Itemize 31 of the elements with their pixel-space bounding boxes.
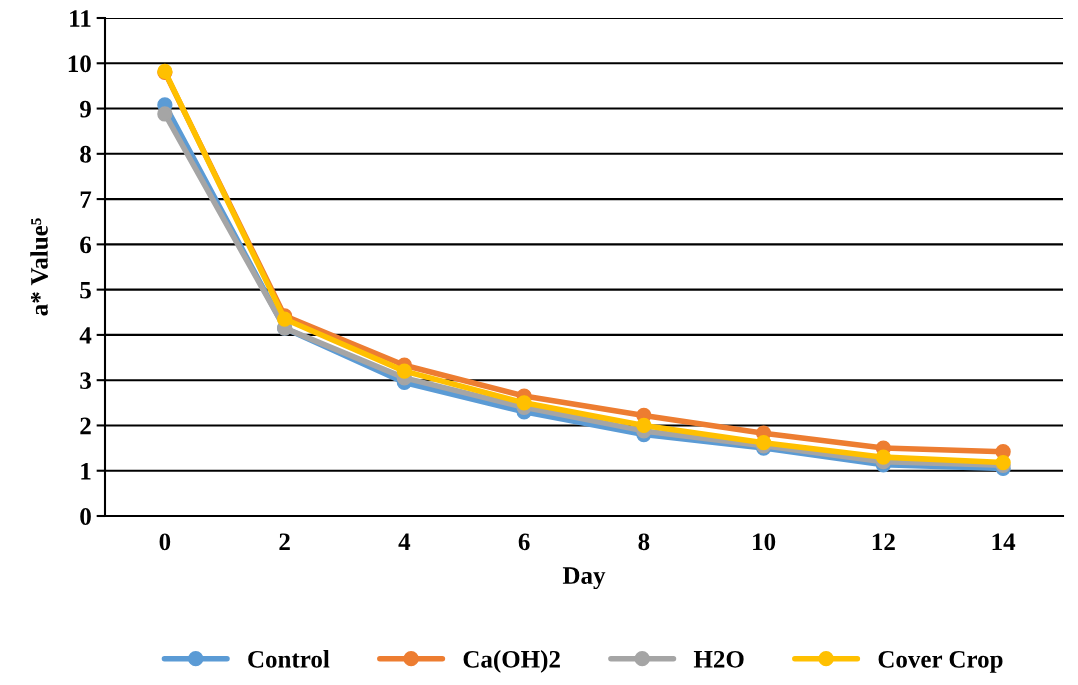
y-tick-label: 10: [68, 55, 91, 73]
point: [396, 363, 413, 379]
y-tick-label: 4: [79, 327, 92, 344]
y-tick-label: 5: [80, 281, 91, 299]
x-tick-label: 14: [992, 533, 1016, 551]
y-tick-label: 7: [80, 191, 92, 208]
point: [157, 106, 173, 122]
point: [516, 395, 532, 411]
y-tick-label: 0: [80, 508, 91, 525]
y-tick-label: 8: [80, 145, 91, 163]
x-tick-label: 2: [279, 533, 290, 551]
y-tick-label: 11: [70, 10, 91, 27]
x-tick-label: 12: [872, 533, 895, 551]
x-tick-label: 0: [159, 533, 171, 551]
x-tick-label: 6: [518, 533, 530, 551]
y-tick-label: 3: [80, 372, 91, 390]
y-tick-label: 2: [80, 417, 91, 435]
x-tick-label: 4: [398, 533, 411, 551]
legend-label: Control: [248, 650, 330, 668]
y-tick-label: 1: [81, 462, 91, 480]
point: [636, 417, 652, 434]
y-tick-label: 9: [79, 100, 91, 118]
x-axis-title: Day: [562, 567, 606, 590]
legend-label: H2O: [693, 650, 744, 668]
point: [875, 449, 892, 465]
x-tick-label: 10: [753, 533, 776, 551]
y-axis-title: a* Value⁵: [30, 218, 48, 316]
x-tick-label: 8: [638, 533, 650, 551]
legend-label: Cover Crop: [878, 650, 1003, 673]
legend-label: Ca(OH)2: [463, 650, 560, 673]
y-tick-label: 6: [80, 236, 92, 254]
